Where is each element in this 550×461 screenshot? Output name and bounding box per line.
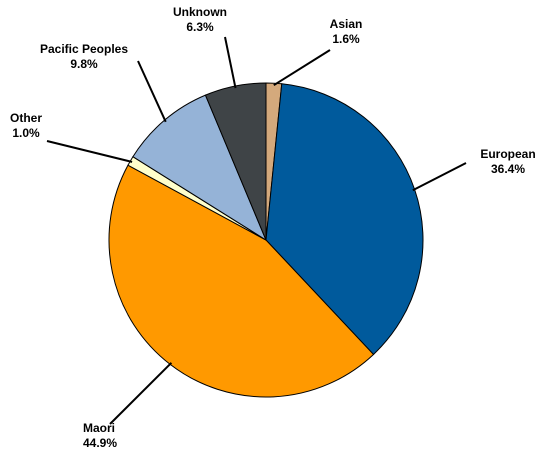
leader-line [412, 162, 467, 192]
slice-label: Asian [330, 17, 363, 31]
value-label: 6.3% [186, 20, 214, 34]
leader-line [224, 36, 237, 89]
slice-label: European [480, 147, 535, 161]
leader-line [137, 60, 167, 123]
value-label: 44.9% [83, 436, 117, 450]
leader-line [46, 140, 133, 163]
leader-line [109, 362, 173, 425]
slice-label: Pacific Peoples [40, 42, 128, 56]
slice-label: Other [10, 111, 42, 125]
slice-label: Maori [83, 421, 115, 435]
value-label: 1.0% [12, 126, 40, 140]
slice-label: Unknown [173, 5, 227, 19]
value-label: 36.4% [491, 162, 525, 176]
leader-line [273, 49, 331, 87]
value-label: 9.8% [70, 57, 98, 71]
value-label: 1.6% [332, 32, 360, 46]
